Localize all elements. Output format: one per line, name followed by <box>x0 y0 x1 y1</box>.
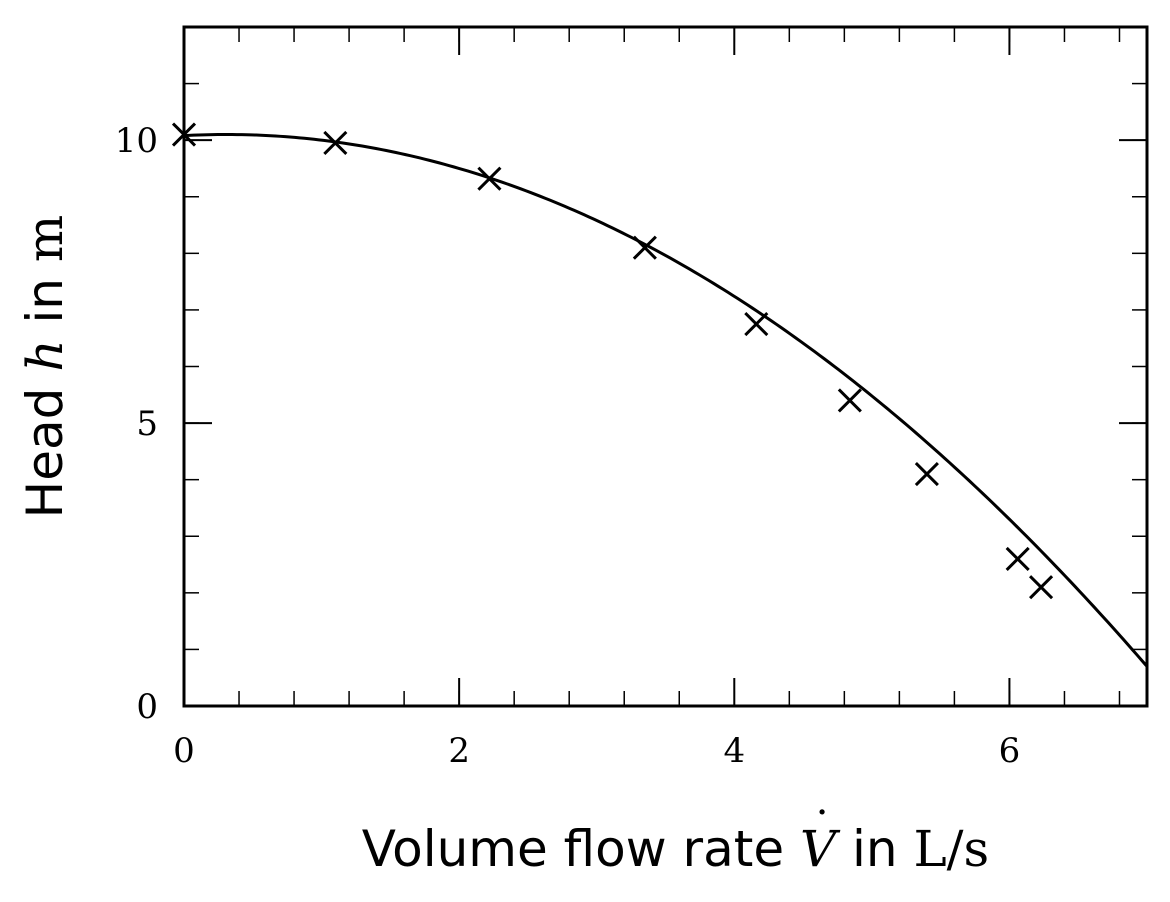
y-tick-label: 5 <box>136 404 158 444</box>
y-axis-title-mid: in <box>16 262 74 339</box>
y-tick-label: 0 <box>136 687 158 727</box>
x-axis-title-unit: L/s <box>913 820 989 878</box>
x-axis-title-mid: in <box>836 820 913 878</box>
x-tick-labels: 0 2 4 6 <box>173 731 1020 771</box>
data-point-marker <box>323 130 348 156</box>
data-point-marker <box>914 461 939 487</box>
minor-ticks <box>184 27 1147 706</box>
x-axis-symbol-dot: · <box>816 790 829 836</box>
data-point-marker <box>837 388 862 413</box>
y-tick-labels: 0 5 10 <box>115 121 158 727</box>
y-tick-label: 10 <box>115 121 158 161</box>
data-markers <box>171 122 1054 600</box>
data-point-marker <box>477 166 502 191</box>
fit-curve <box>183 132 1149 668</box>
x-axis-title-prefix: Volume flow rate <box>362 820 800 878</box>
data-point-marker <box>171 122 197 147</box>
major-ticks <box>183 27 1147 707</box>
x-tick-label: 0 <box>173 731 195 771</box>
y-axis-title-prefix: Head <box>16 372 74 519</box>
data-point-marker <box>1029 575 1054 600</box>
data-point-marker <box>1005 546 1030 571</box>
x-tick-label: 2 <box>448 731 470 771</box>
y-axis-title: Head h in m <box>16 215 74 519</box>
plot-frame <box>182 25 1149 708</box>
data-point-marker <box>632 235 657 260</box>
y-axis-title-unit: m <box>16 215 74 262</box>
x-axis-title: Volume flow rate V in L/s <box>362 820 989 878</box>
x-tick-label: 4 <box>723 731 745 771</box>
data-point-marker <box>744 312 769 337</box>
x-tick-label: 6 <box>999 731 1021 771</box>
y-axis-title-symbol: h <box>16 339 74 371</box>
x-axis-title-symbol: V <box>800 820 841 878</box>
